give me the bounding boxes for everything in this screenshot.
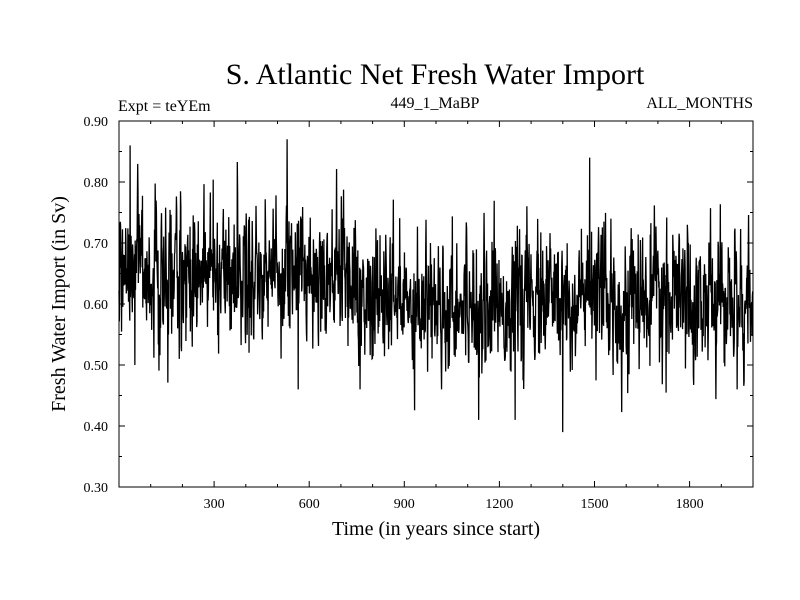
expt-label: Expt = teYEm (118, 98, 211, 115)
run-label: 449_1_MaBP (391, 95, 480, 112)
y-axis-label: Fresh Water Import (in Sv) (48, 196, 70, 412)
period-label: ALL_MONTHS (646, 95, 753, 112)
y-tick-label: 0.80 (84, 176, 109, 191)
series-line (118, 139, 754, 433)
y-tick-label: 0.50 (84, 359, 109, 374)
x-tick-label: 1200 (485, 497, 513, 512)
y-tick-label: 0.90 (84, 115, 109, 130)
x-tick-label: 1800 (676, 497, 704, 512)
chart-title: S. Atlantic Net Fresh Water Import (226, 58, 645, 91)
x-tick-label: 600 (299, 497, 320, 512)
y-tick-label: 0.70 (84, 237, 109, 252)
plot-data (118, 139, 754, 433)
x-tick-label: 300 (204, 497, 225, 512)
y-tick-label: 0.60 (84, 298, 109, 313)
y-tick-label: 0.30 (84, 481, 109, 496)
y-tick-label: 0.40 (84, 420, 109, 435)
x-tick-label: 1500 (581, 497, 609, 512)
axis-ticks: 300 600 900 1200 1500 1800 0.30 0.40 0.50 0.60 0.7… (84, 115, 753, 512)
x-tick-label: 900 (394, 497, 415, 512)
x-axis-label: Time (in years since start) (332, 518, 540, 540)
